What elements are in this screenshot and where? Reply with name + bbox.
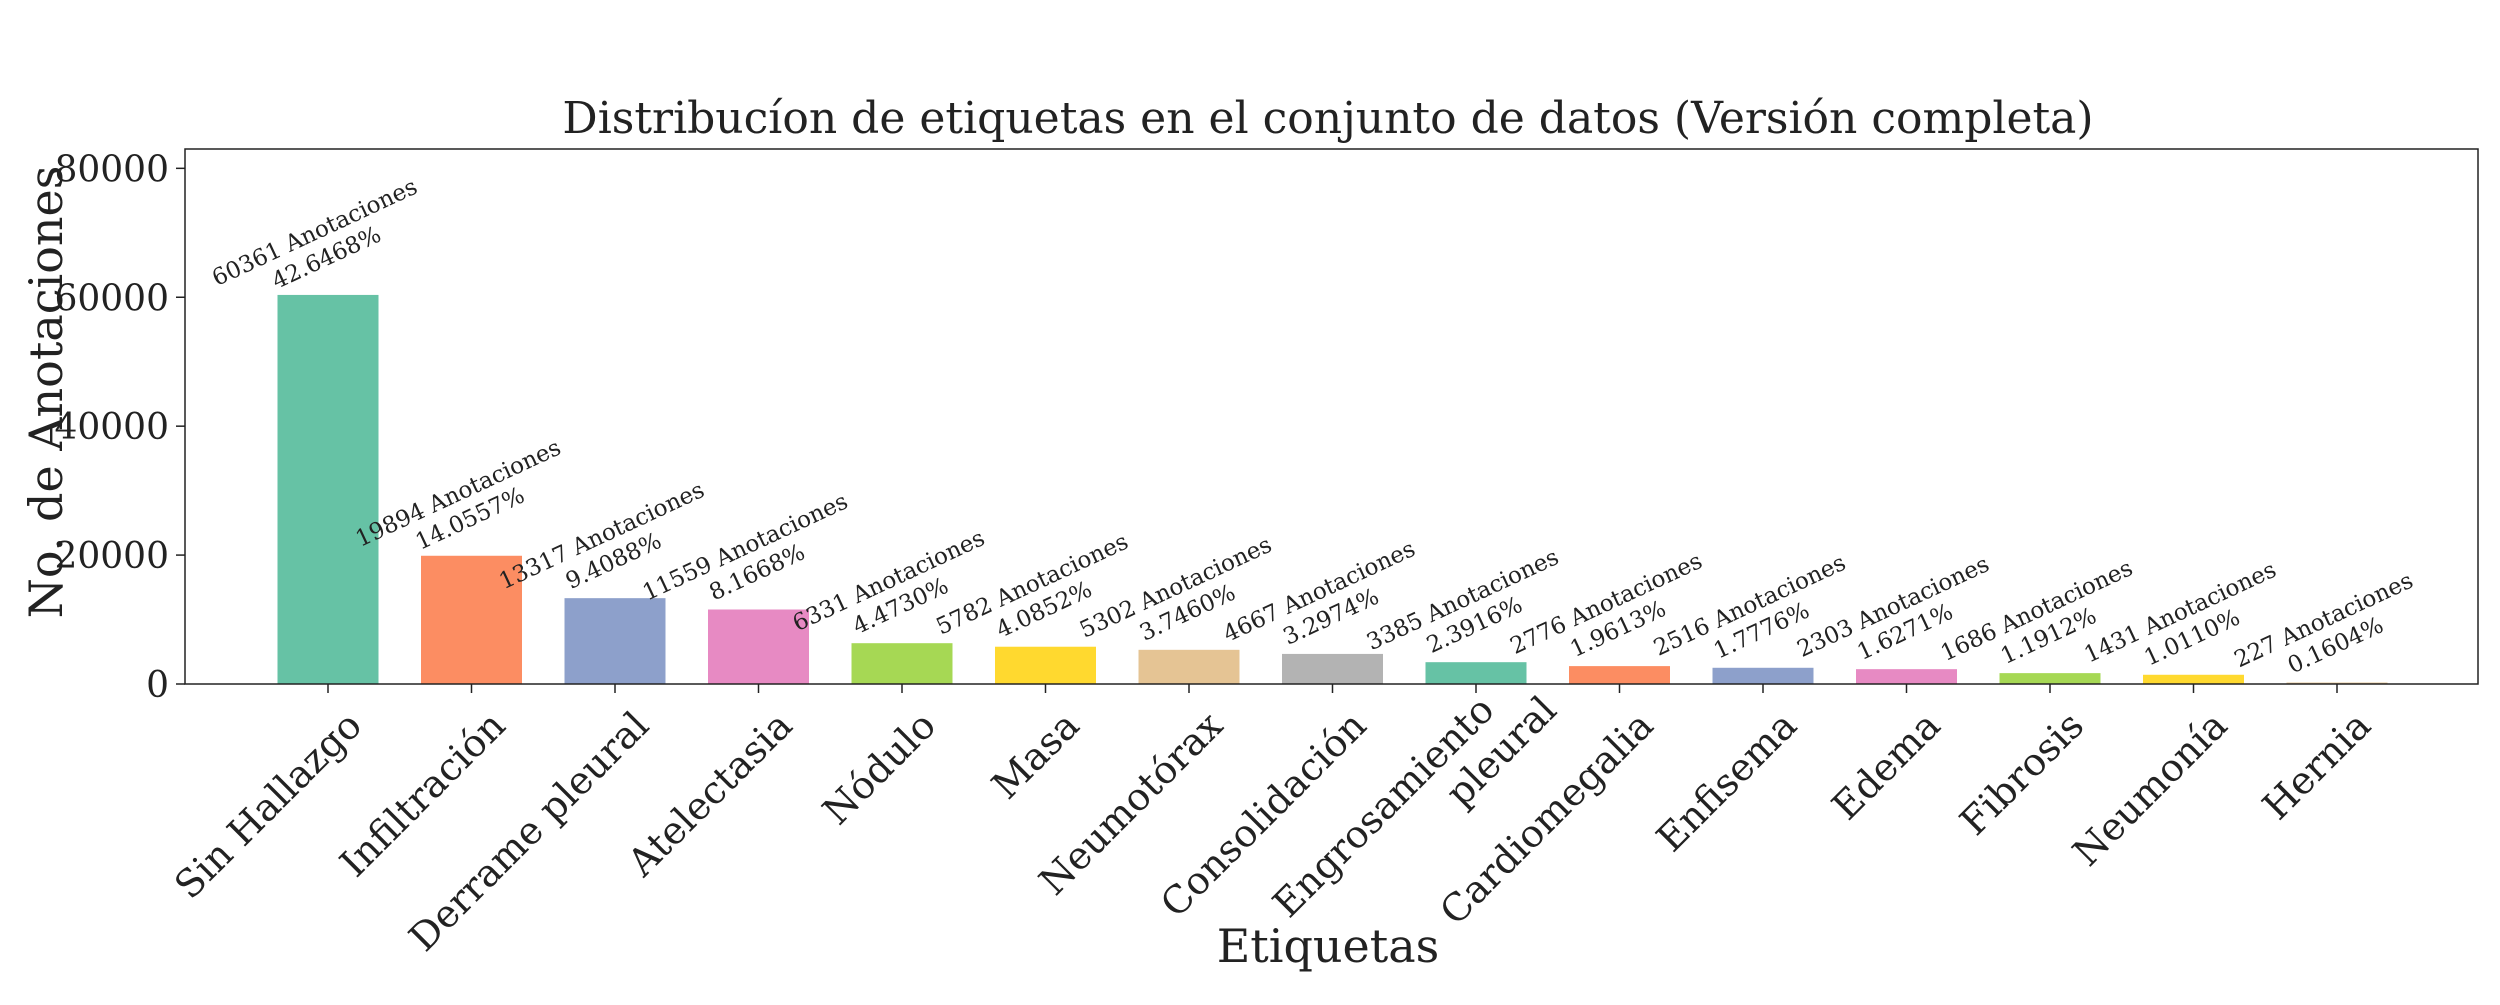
x-tick-label: Edema [1823,703,1948,828]
bar [708,609,809,684]
x-tick-label: Masa [983,703,1087,807]
y-tick-label: 0 [146,665,169,706]
x-tick-label: Fibrosis [1951,703,2092,844]
chart-title: Distribucíon de etiquetas en el conjunto… [562,93,2093,144]
plot-frame [184,148,2479,685]
x-tick-label: Hernia [2254,703,2379,828]
bars [277,294,2388,684]
x-axis-label: Etiquetas [1217,919,1440,973]
y-axis-label: No. de Anotaciones [19,166,73,619]
bar [1999,673,2101,684]
bar [277,294,379,684]
bar [564,598,666,684]
x-tick-label: Enfisema [1648,703,1805,860]
bar [1712,667,1814,684]
bar [1138,649,1240,684]
bar [421,555,522,684]
x-tick-label: Nódulo [814,703,944,833]
y-tick-label: 80000 [54,149,169,190]
x-tick-label: Neumonía [2064,703,2235,874]
bar [1425,662,1527,684]
x-tick-label: Engrosamientopleural [1264,656,1565,957]
bar [1569,666,1670,684]
y-axis-ticks: 0 20000 40000 60000 80000 [54,149,185,706]
y-tick-label: 60000 [54,278,169,319]
bar [1282,653,1383,684]
x-tick-label: Derrame pleural [401,703,658,960]
bar [1856,669,1957,684]
bar [851,643,953,684]
y-tick-label: 40000 [54,407,169,448]
bar [2143,674,2244,684]
bar [995,646,1096,684]
y-tick-label: 20000 [54,536,169,577]
x-tick-label: Sin Hallazgo [166,703,370,907]
